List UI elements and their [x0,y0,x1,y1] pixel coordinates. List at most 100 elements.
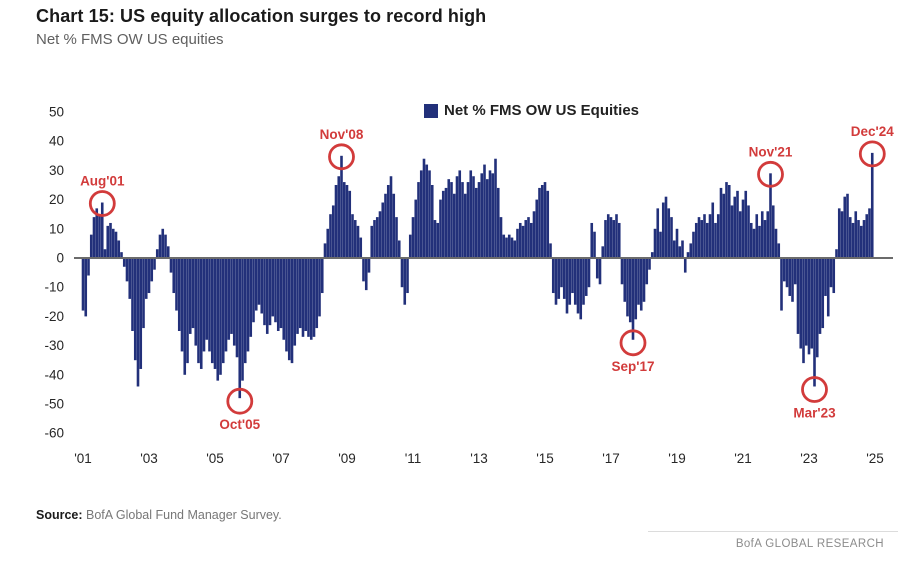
bar [142,258,145,329]
bar [604,220,607,258]
bar [117,240,121,258]
bar [835,249,838,258]
bar [318,258,321,317]
bar [191,258,195,329]
bar [648,258,651,270]
bar [235,258,239,358]
bar [769,173,772,258]
bar [392,193,396,258]
bar [796,258,800,334]
x-tick-label: '07 [272,451,290,466]
bar [197,258,200,364]
bar [804,258,808,346]
bar [865,214,869,258]
bar [813,258,816,387]
bar [639,258,643,311]
bar [716,214,720,258]
y-tick-label: -20 [44,309,64,324]
bar [169,258,173,273]
bar [271,258,275,317]
bar [263,258,266,326]
bar [186,258,189,364]
bar [422,158,426,258]
bar [848,217,852,258]
bar [846,193,849,258]
bar [738,211,742,258]
bar [257,258,261,305]
bar [524,220,528,258]
bar [472,176,475,258]
bar [216,258,220,381]
bar [587,258,591,288]
bar [810,258,814,349]
bar [428,170,431,258]
bar [331,205,335,258]
bar [447,179,451,258]
bar [774,228,778,258]
y-tick-label: 0 [56,251,64,266]
annotation-circle [88,190,116,217]
bar [205,258,209,340]
x-tick-label: '03 [140,451,158,466]
bar [84,258,88,317]
x-tick-label: '13 [470,451,488,466]
annotation-circle [757,160,784,188]
bar [274,258,277,323]
bar [224,258,228,352]
bar [736,190,739,258]
bar [408,234,412,258]
bar [329,214,332,258]
bar [109,222,112,258]
annotation-label: Mar'23 [793,406,836,421]
bar [342,182,346,258]
bar [494,158,497,258]
y-tick-label: -40 [44,367,64,382]
bar [133,258,137,361]
bar [854,211,858,258]
bar [711,202,715,258]
bar [175,258,178,311]
bar [282,258,286,340]
legend-label: Net % FMS OW US Equities [444,102,640,119]
bar [661,202,665,258]
source-note: Source: BofA Global Fund Manager Survey. [36,508,282,522]
bar [678,246,682,258]
x-tick-label: '17 [602,451,620,466]
bar [480,173,484,258]
bar [642,258,646,302]
annotation-circle [619,329,647,357]
bar [496,187,500,258]
bar [188,258,192,334]
bar [755,214,759,258]
bar [590,222,594,258]
bar [177,258,181,331]
annotation-circle [226,387,254,415]
bar [628,258,632,323]
bar [538,187,541,258]
bar [238,258,242,399]
chart-legend: Net % FMS OW US Equities [424,102,639,119]
bar [183,258,187,375]
bar [714,222,717,258]
annotation-label: Nov'21 [749,144,793,159]
bar [131,258,134,331]
bar [551,258,555,294]
bar [466,182,470,258]
bar [502,234,506,258]
bar [579,258,583,320]
x-tick-label: '11 [405,451,422,466]
bar [219,258,222,375]
bar [829,258,833,288]
bar [733,196,737,258]
bar [785,258,789,288]
bar [802,258,805,364]
bar [571,258,574,294]
x-tick-label: '01 [74,451,92,466]
bar [758,225,761,258]
bar [694,222,698,258]
bar [345,185,349,258]
bar [367,258,371,273]
bar [285,258,288,352]
